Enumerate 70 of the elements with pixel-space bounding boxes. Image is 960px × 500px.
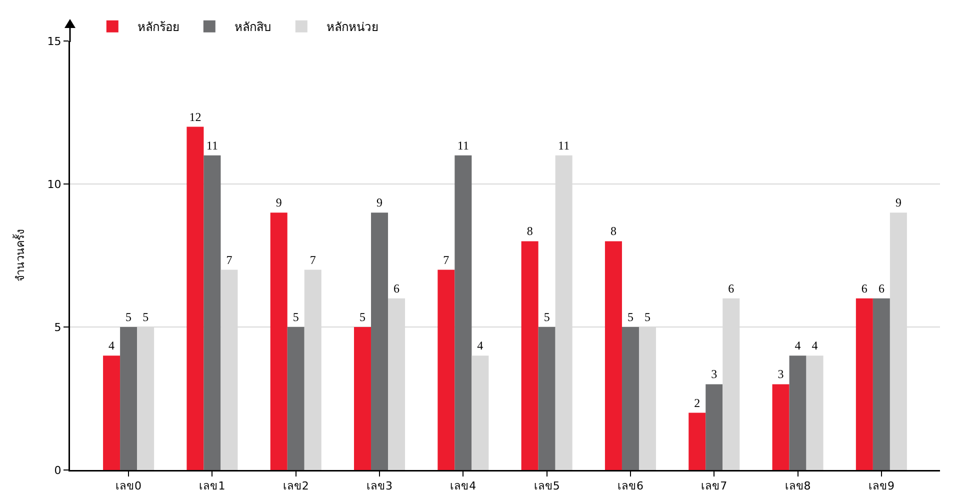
data-label: 9 [276,196,282,210]
y-tick-label: 0 [54,464,62,477]
y-axis-title: จำนวนครั้ง [12,230,28,282]
bar [706,384,723,470]
data-label: 12 [189,110,202,124]
data-label: 4 [108,338,115,353]
legend-label: หลักสิบ [234,20,272,34]
data-label: 6 [728,281,734,296]
data-label: 5 [292,310,299,324]
bar [120,327,138,470]
data-label: 6 [861,281,868,296]
data-label: 8 [610,224,616,238]
bar [604,241,622,470]
bar [371,212,388,470]
y-tick-label: 10 [47,178,62,191]
x-tick-label: เลข2 [282,480,309,493]
data-label: 8 [526,224,533,238]
bar [521,241,538,470]
bar [438,270,455,470]
data-label: 4 [812,338,818,353]
bar [287,327,304,470]
data-label: 4 [794,338,801,353]
x-tick-label: เลข9 [868,480,894,493]
data-label: 5 [142,310,149,324]
x-tick-label: เลข5 [534,480,560,493]
bar [270,212,288,470]
bar [806,356,824,470]
data-label: 5 [360,310,366,324]
data-label: 3 [711,367,718,382]
x-tick-label: เลข8 [784,480,811,493]
data-label: 6 [394,281,400,296]
data-label: 5 [126,310,132,324]
bar [354,327,372,470]
x-tick-label: เลข1 [199,480,226,493]
data-label: 5 [627,310,634,324]
y-tick-label: 5 [54,320,62,334]
x-tick-label: เลข7 [701,480,728,493]
bar [454,155,472,470]
x-tick-label: เลข4 [450,480,476,493]
data-label: 11 [558,138,570,152]
y-tick-label: 15 [47,34,62,48]
bar [789,356,806,470]
bar [622,327,639,470]
data-label: 5 [544,310,550,324]
data-label: 11 [206,138,218,152]
bar [538,327,556,470]
legend-label: หลักหน่วย [326,20,378,34]
data-label: 7 [443,252,450,267]
x-tick-label: เลข0 [116,480,142,493]
x-tick-label: เลข3 [366,480,393,493]
data-label: 2 [694,396,700,410]
bar [872,298,890,470]
bar [204,155,221,470]
data-label: 11 [457,138,469,152]
bar [688,412,706,470]
bar [472,356,489,470]
data-label: 4 [477,338,484,353]
data-label: 6 [878,281,884,296]
data-label: 5 [644,310,650,324]
data-label: 3 [778,367,784,382]
data-label: 9 [895,196,902,210]
bar [856,298,873,470]
bar [186,126,204,470]
data-label: 7 [226,252,232,267]
legend-label: หลักร้อย [137,20,180,34]
data-label: 9 [376,196,383,210]
data-label: 7 [310,252,316,267]
bar [103,356,120,470]
bar [772,384,790,470]
x-tick-label: เลข6 [617,480,644,493]
